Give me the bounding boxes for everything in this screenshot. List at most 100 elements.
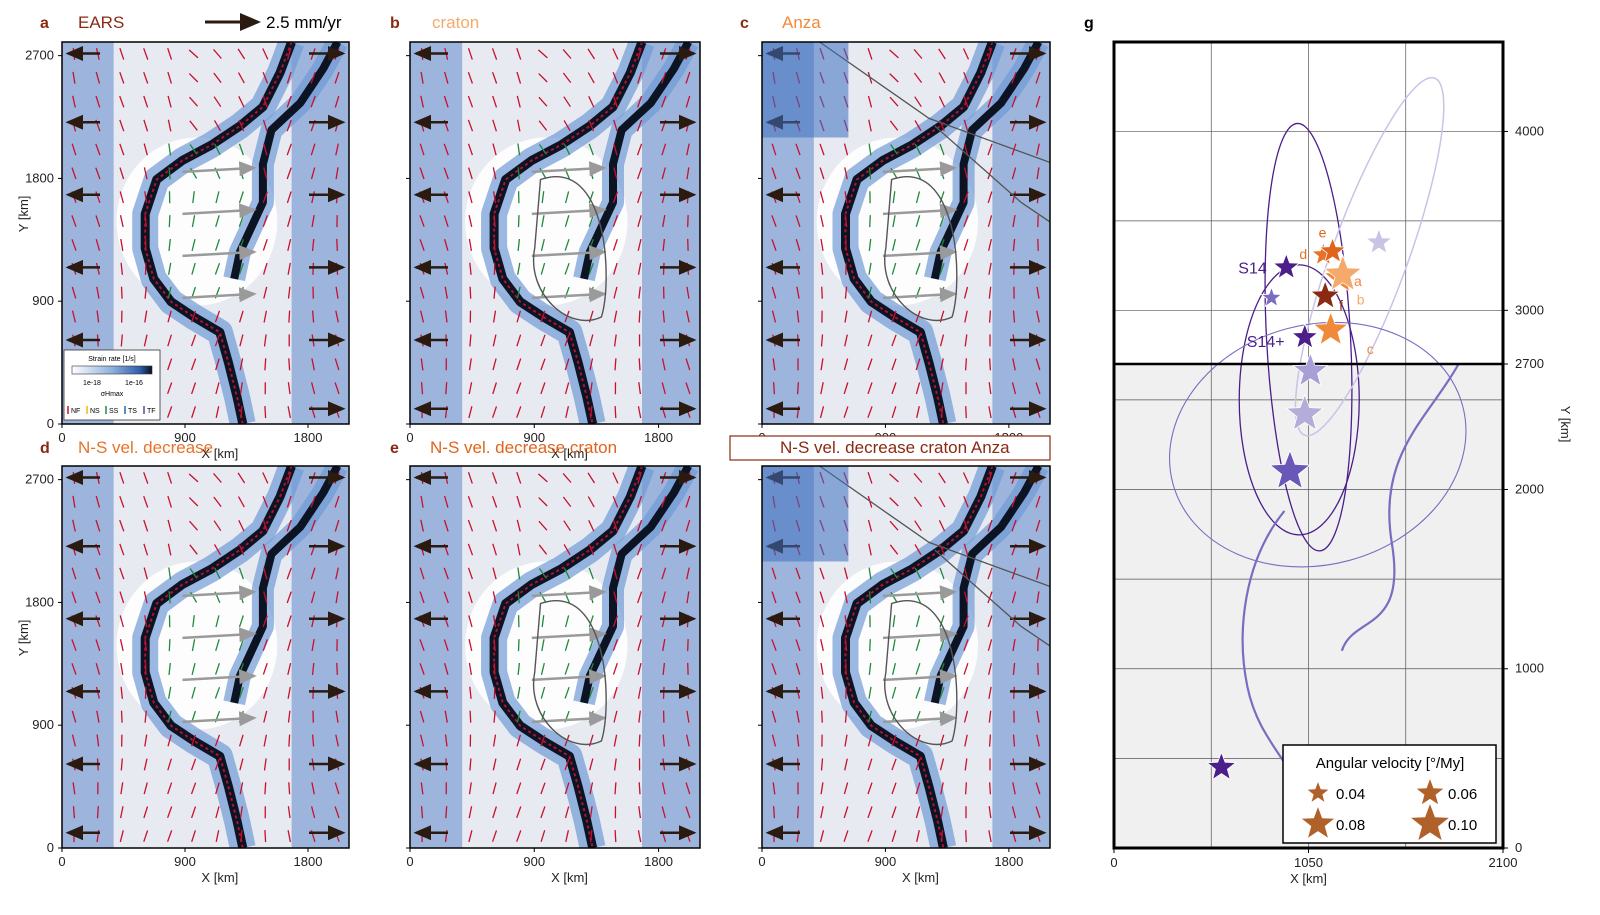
shmax-dash	[987, 639, 993, 651]
shmax-dash	[796, 286, 800, 299]
shmax-dash	[492, 519, 498, 532]
shmax-dash	[143, 472, 149, 484]
shmax-dash	[192, 615, 195, 628]
shmax-dash	[638, 382, 642, 395]
shmax-dash	[637, 830, 642, 843]
shmax-dash	[869, 215, 871, 228]
shmax-dash	[987, 48, 993, 60]
shmax-dash	[239, 334, 244, 347]
shmax-dash	[820, 262, 824, 275]
shmax-dash	[890, 591, 898, 603]
shmax-dash	[143, 567, 148, 580]
shmax-dash	[987, 519, 993, 532]
shmax-dash	[188, 73, 199, 83]
legend-star	[1408, 801, 1452, 842]
shmax-dash	[120, 782, 124, 795]
shmax-dash	[892, 191, 896, 204]
shmax-dash	[661, 358, 666, 371]
shmax-dash	[144, 191, 148, 204]
shmax-dash	[638, 286, 641, 299]
pole-star	[1206, 751, 1237, 781]
shmax-dash	[1035, 519, 1041, 532]
shmax-dash	[286, 472, 292, 484]
shmax-dash	[516, 806, 522, 819]
x-tick-label: 0	[58, 854, 65, 869]
shmax-dash	[262, 686, 268, 699]
velocity-arrow-interior	[882, 287, 958, 303]
shmax-dash	[286, 95, 292, 108]
shmax-dash	[311, 638, 315, 652]
shmax-dash	[119, 167, 125, 180]
shmax-dash	[868, 567, 872, 580]
shmax-dash	[563, 143, 571, 156]
shmax-dash	[612, 662, 618, 675]
shmax-dash	[286, 191, 292, 204]
shmax-dash	[190, 734, 197, 747]
shmax-dash	[516, 734, 522, 747]
shmax-dash	[564, 238, 570, 251]
panel-letter: g	[1084, 15, 1094, 32]
shmax-dash	[844, 758, 848, 771]
shmax-dash	[287, 830, 292, 843]
shmax-dash	[796, 310, 800, 323]
shmax-dash	[891, 830, 897, 842]
shmax-dash	[540, 310, 546, 323]
shmax-dash	[938, 48, 946, 60]
shmax-dash	[587, 48, 596, 60]
shmax-dash	[1012, 214, 1016, 228]
shmax-dash	[890, 568, 898, 579]
shmax-dash	[867, 519, 873, 532]
shmax-dash	[1036, 286, 1040, 299]
shmax-dash	[889, 73, 899, 83]
shmax-dash	[987, 662, 993, 675]
shmax-dash	[419, 591, 425, 604]
shmax-dash	[916, 830, 920, 843]
velocity-arrow-interior	[882, 585, 958, 601]
shmax-dash	[988, 710, 992, 723]
shmax-dash	[1013, 262, 1015, 275]
shmax-dash	[661, 806, 666, 819]
shmax-dash	[71, 286, 77, 299]
shmax-dash	[286, 567, 292, 580]
map-content	[62, 466, 349, 848]
shmax-dash	[939, 543, 945, 556]
shmax-dash	[1013, 686, 1015, 699]
angular-velocity-legend: Angular velocity [°/My] 0.04 0.06 0.08 0.10	[1282, 744, 1497, 844]
shmax-dash	[238, 543, 245, 556]
velocity-arrow-interior	[182, 245, 257, 261]
shmax-dash	[963, 191, 969, 204]
shmax-dash	[963, 238, 969, 251]
shmax-dash	[444, 734, 448, 747]
shmax-dash	[844, 710, 848, 723]
shmax-dash	[588, 686, 594, 699]
shmax-dash	[613, 591, 618, 604]
shmax-dash	[95, 615, 101, 628]
shmax-dash	[444, 262, 449, 275]
shmax-dash	[119, 543, 125, 556]
shmax-dash	[120, 758, 123, 771]
shmax-dash	[95, 639, 101, 652]
shmax-dash	[612, 48, 619, 60]
x-tick-label: 2100	[1489, 855, 1518, 870]
shmax-dash	[95, 71, 101, 84]
shmax-dash	[516, 758, 522, 771]
shmax-dash	[238, 191, 244, 204]
regime-label: TS	[128, 408, 137, 415]
pole-star-f	[1309, 279, 1341, 310]
anza-boundary	[934, 125, 1050, 223]
shmax-dash	[238, 520, 245, 532]
shmax-dash	[191, 262, 196, 275]
shmax-dash	[119, 806, 124, 819]
shmax-dash	[287, 382, 291, 395]
shmax-dash	[443, 71, 449, 84]
shmax-dash	[987, 495, 993, 508]
shmax-dash	[419, 734, 425, 747]
shmax-dash	[614, 358, 617, 371]
shmax-dash	[263, 734, 268, 747]
regime-label: SS	[109, 408, 119, 415]
shmax-dash	[493, 639, 496, 652]
shmax-dash	[636, 519, 643, 532]
shmax-dash	[335, 310, 339, 323]
shmax-dash	[867, 734, 873, 747]
